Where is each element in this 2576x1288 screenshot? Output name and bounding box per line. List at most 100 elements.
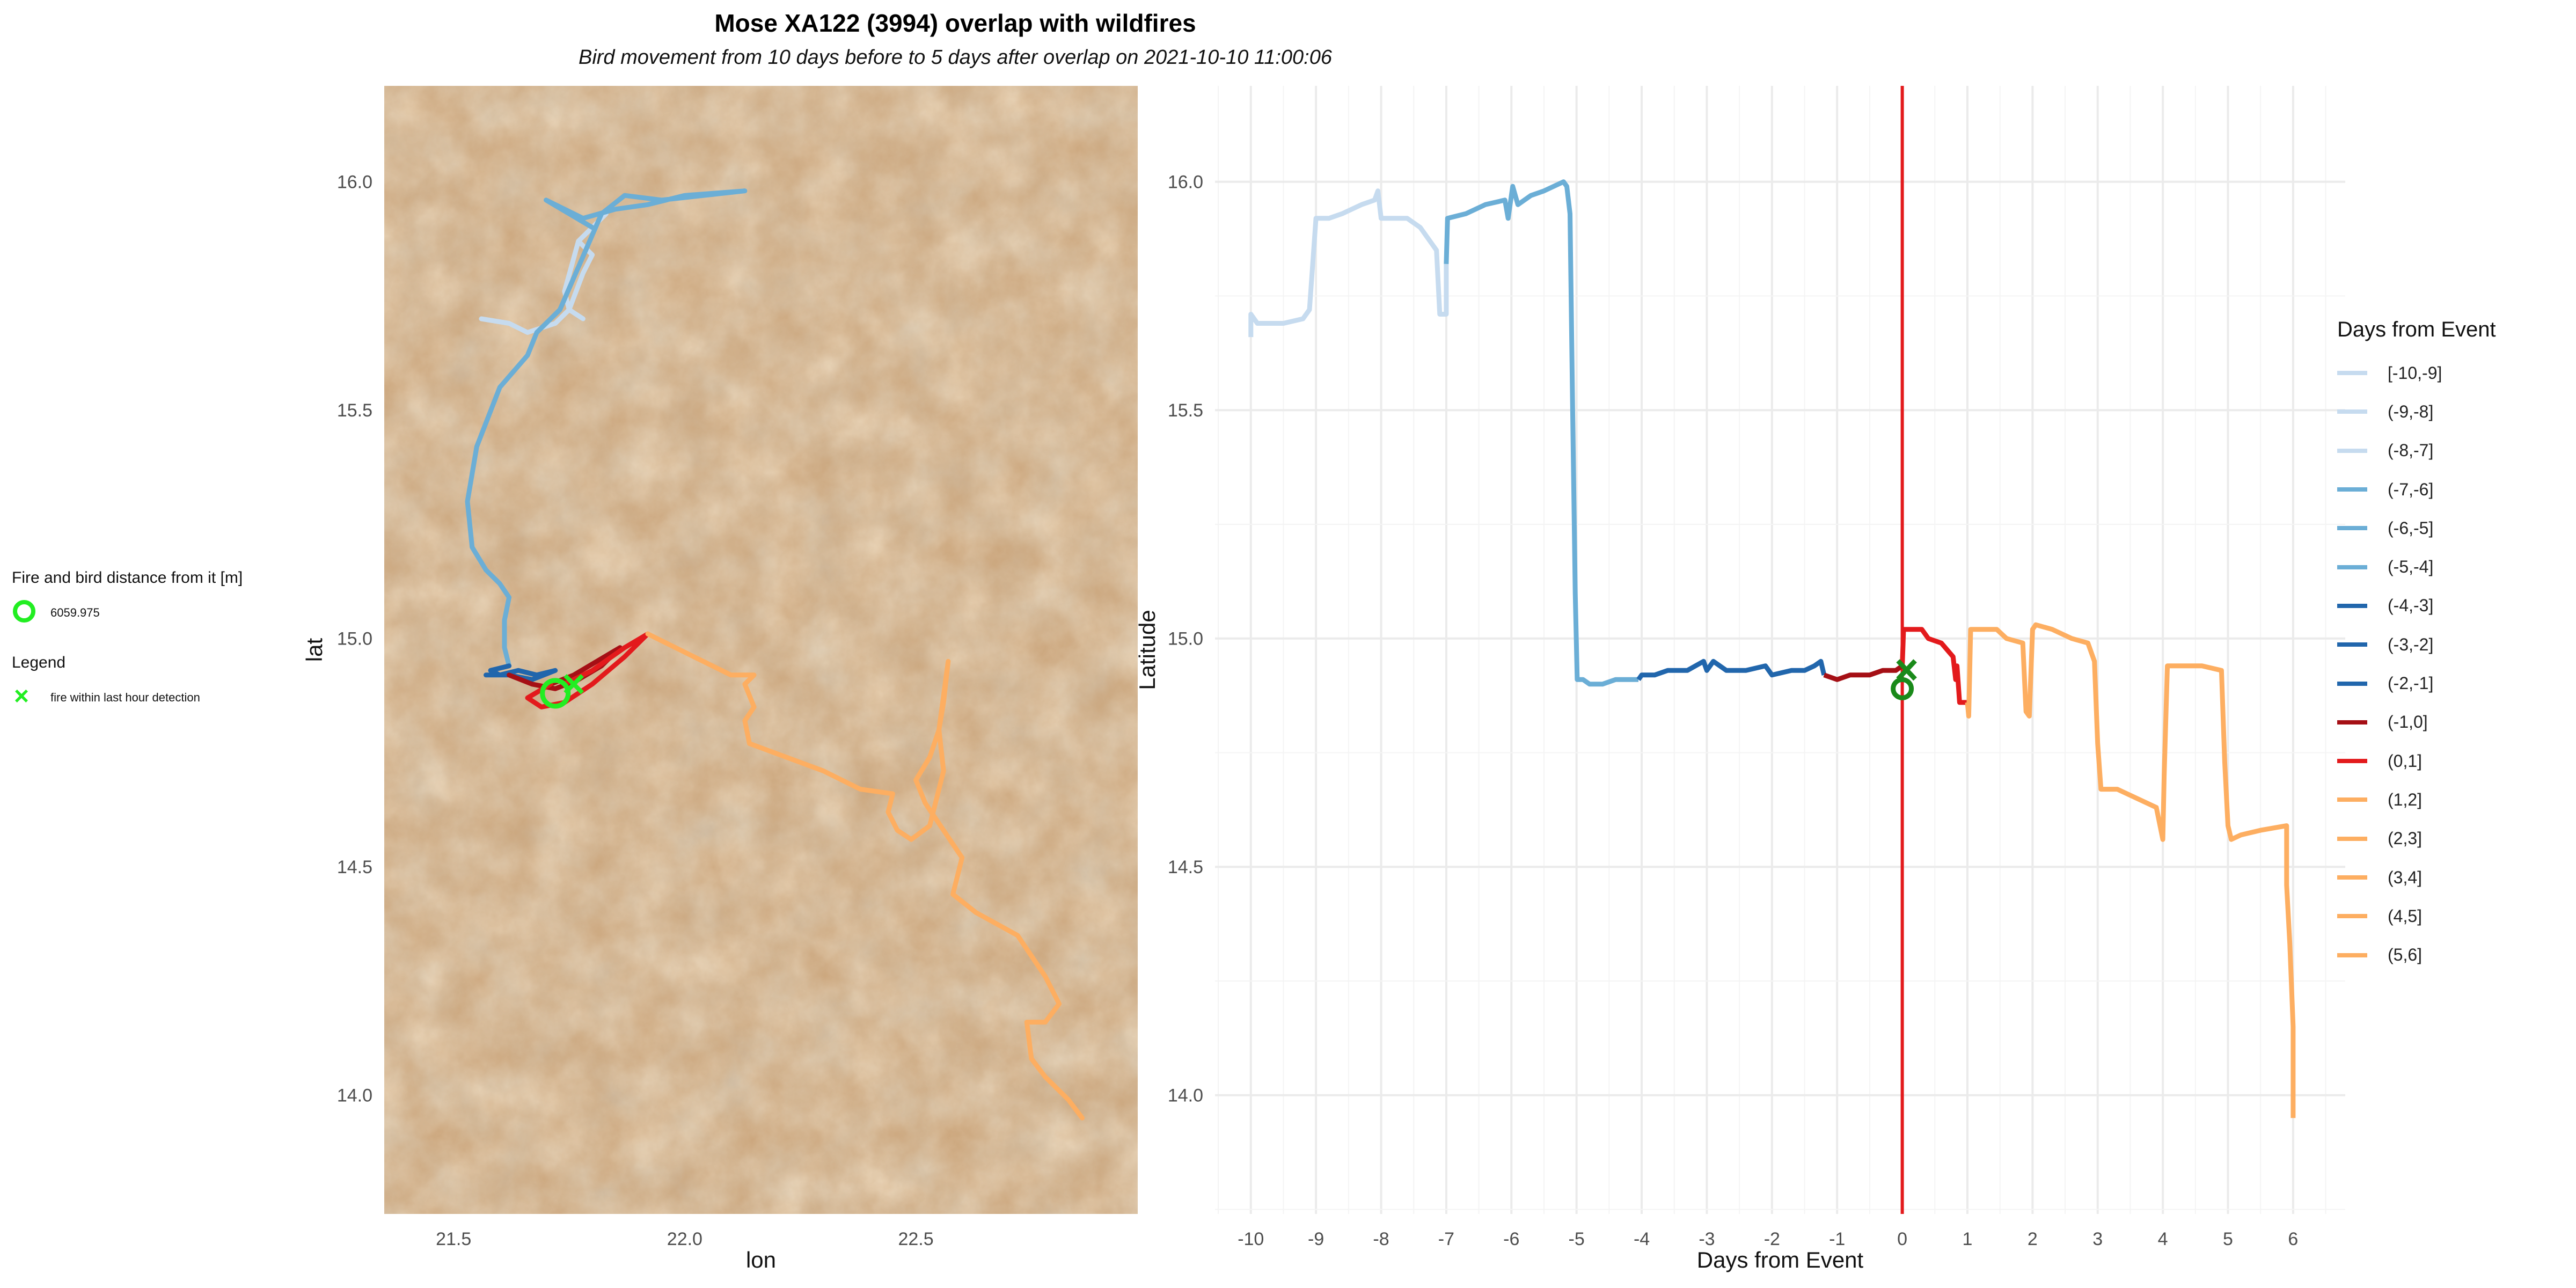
legend-swatch [2337,875,2367,880]
fire-legend-row: × fire within last hour detection [12,682,291,714]
days-legend-item: (-7,-6] [2337,470,2573,509]
legend-swatch [2337,642,2367,647]
map-x-tick: 22.0 [667,1229,702,1249]
legend-label: (-1,0] [2388,712,2428,732]
legend-label: (2,3] [2388,829,2423,848]
legend-swatch [2337,371,2367,376]
legend-swatch [2337,526,2367,531]
legend-swatch [2337,797,2367,802]
bird-distance-circle [540,678,571,709]
map-track-0 [479,211,609,335]
legend-label: (-6,-5] [2388,518,2434,538]
legend-label: (-8,-7] [2388,441,2434,460]
legend-swatch [2337,914,2367,919]
legend-swatch [2337,681,2367,686]
circle-icon [13,600,35,623]
line-y-tick: 16.0 [1168,172,1203,193]
line-x-tick: 2 [2028,1229,2038,1249]
days-legend-item: (-3,-2] [2337,625,2573,664]
days-legend-item: (4,5] [2337,897,2573,935]
days-legend-item: (0,1] [2337,742,2573,780]
line-y-axis-label: Latitude [1135,610,1160,690]
map-track-4 [525,631,650,709]
line-x-tick: -3 [1699,1229,1715,1249]
latitude-series-1 [1444,179,1638,687]
map-x-tick: 21.5 [436,1229,471,1249]
days-legend-item: (1,2] [2337,780,2573,819]
map-track-5 [645,631,1085,1121]
map-track-1 [465,188,748,669]
map-y-tick: 15.0 [337,629,372,649]
legend-label: (-2,-1] [2388,674,2434,693]
days-legend-item: (-8,-7] [2337,431,2573,470]
line-x-tick: -7 [1438,1229,1454,1249]
line-x-axis-label: Days from Event [1697,1247,1864,1272]
line-x-tick: 4 [2158,1229,2168,1249]
distance-legend-row: 6059.975 [12,597,291,629]
line-x-tick: -5 [1569,1229,1585,1249]
days-legend-item: (-9,-8] [2337,392,2573,431]
line-x-tick: 3 [2092,1229,2103,1249]
legend-swatch [2337,720,2367,724]
line-x-tick: -10 [1238,1229,1264,1249]
legend-label: (-7,-6] [2388,479,2434,499]
days-legend-item: (-5,-4] [2337,547,2573,586]
map-y-tick: 15.5 [337,400,372,421]
legend-label: (-9,-8] [2388,401,2434,421]
days-legend: Days from Event [-10,-9] (-9,-8] (-8,-7] (-… [2337,318,2573,975]
days-legend-item: (3,4] [2337,858,2573,897]
legend-swatch [2337,565,2367,569]
line-x-tick: -2 [1764,1229,1780,1249]
legend-swatch [2337,836,2367,841]
legend-swatch [2337,409,2367,414]
map-y-axis-label: lat [302,638,327,662]
map-y-tick: 14.5 [337,857,372,877]
line-x-tick: 6 [2288,1229,2298,1249]
fire-legend-label: fire within last hour detection [50,691,200,704]
event-circle-marker [1891,677,1914,700]
legend-label: (-4,-3] [2388,596,2434,616]
legend-swatch [2337,448,2367,453]
latitude-series-0 [1248,188,1449,338]
legend-label: (4,5] [2388,906,2423,926]
legend-label: (-5,-4] [2388,557,2434,577]
map-y-tick: 16.0 [337,172,372,193]
line-x-tick: 5 [2223,1229,2233,1249]
latitude-series-2 [1636,658,1827,681]
latitude-series-4 [1900,627,1967,705]
map-track-3 [507,645,623,691]
days-legend-item: (-4,-3] [2337,587,2573,625]
map-y-tick: 14.0 [337,1086,372,1106]
legend-swatch [2337,759,2367,764]
days-legend-item: (-6,-5] [2337,509,2573,547]
days-legend-item: (2,3] [2337,819,2573,858]
line-x-tick: 1 [1963,1229,1973,1249]
fire-detection-marker [564,674,584,694]
legend-label: (3,4] [2388,867,2423,887]
days-legend-item: [-10,-9] [2337,354,2573,392]
line-y-tick: 14.0 [1168,1086,1203,1106]
legend-label: (-3,-2] [2388,634,2434,654]
days-legend-item: (-1,0] [2337,703,2573,742]
days-legend-item: (5,6] [2337,935,2573,974]
line-x-tick: -9 [1308,1229,1324,1249]
cross-icon: × [14,682,30,711]
distance-value: 6059.975 [50,606,100,619]
map-track-2 [484,663,558,682]
line-x-tick: -8 [1373,1229,1389,1249]
days-legend-title: Days from Event [2337,318,2496,341]
line-y-tick: 15.0 [1168,629,1203,649]
event-cross-marker [1896,659,1917,681]
line-x-tick: -1 [1829,1229,1845,1249]
map-x-tick: 22.5 [898,1229,933,1249]
legend-swatch [2337,603,2367,608]
legend-label: (1,2] [2388,789,2423,809]
line-x-tick: 0 [1897,1229,1907,1249]
latitude-series-3 [1823,664,1904,682]
distance-legend-title: Fire and bird distance from it [m] [12,569,243,587]
map-terrain [384,86,1138,1214]
latitude-series-5 [1965,622,2296,1118]
